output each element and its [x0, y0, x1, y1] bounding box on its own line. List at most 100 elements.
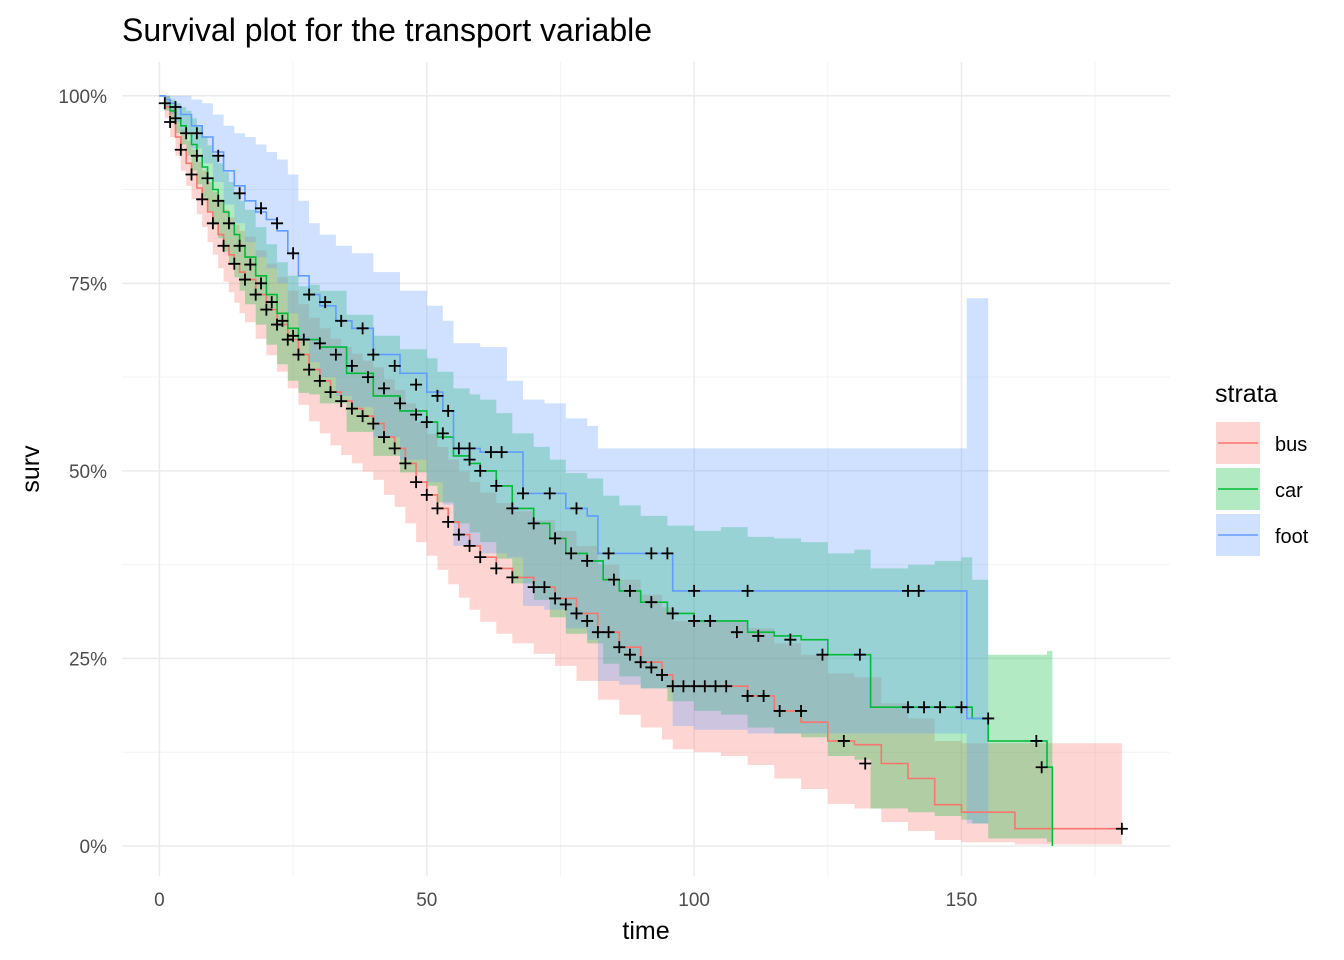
- censor-mark-bus: [490, 562, 503, 575]
- censor-mark-bus: [549, 592, 562, 605]
- censor-mark-car: [730, 626, 743, 639]
- x-axis-title: time: [622, 917, 669, 945]
- censor-mark-foot: [570, 502, 583, 515]
- censor-mark-bus: [859, 757, 872, 770]
- censor-mark-bus: [741, 689, 754, 702]
- censor-mark-bus: [773, 704, 786, 717]
- x-tick-label: 150: [946, 890, 978, 911]
- censor-mark-bus: [335, 395, 348, 408]
- censor-mark-car: [607, 573, 620, 586]
- censor-mark-bus: [217, 239, 230, 252]
- censor-mark-bus: [1115, 822, 1128, 835]
- censor-mark-bus: [570, 607, 583, 620]
- y-axis-title: surv: [17, 445, 45, 493]
- censor-mark-foot: [233, 187, 246, 200]
- censor-mark-car: [233, 239, 246, 252]
- censor-mark-bus: [431, 502, 444, 515]
- censor-mark-foot: [287, 247, 300, 260]
- censor-mark-bus: [463, 539, 476, 552]
- censor-mark-foot: [356, 322, 369, 335]
- confidence-bands: [159, 95, 1122, 847]
- censor-mark-foot: [410, 378, 423, 391]
- censor-mark-car: [180, 127, 193, 140]
- censor-mark-car: [902, 701, 914, 714]
- censor-mark-bus: [757, 689, 770, 702]
- censor-mark-bus: [474, 551, 487, 564]
- censor-mark-foot: [543, 487, 556, 500]
- legend: strata bus car foot: [1215, 380, 1309, 556]
- censor-mark-car: [436, 427, 449, 440]
- censor-mark-car: [255, 277, 268, 290]
- censor-mark-foot: [463, 442, 476, 455]
- censor-mark-car: [934, 701, 947, 714]
- censor-mark-bus: [688, 680, 701, 693]
- censor-mark-car: [1035, 761, 1048, 774]
- censor-mark-foot: [484, 446, 497, 459]
- censor-mark-foot: [388, 359, 401, 372]
- censor-mark-car: [244, 258, 257, 271]
- y-axis-ticks: 0% 25% 50% 75% 100%: [58, 87, 107, 858]
- censor-mark-car: [378, 382, 390, 395]
- censor-mark-bus: [185, 168, 198, 181]
- censor-mark-car: [276, 314, 289, 327]
- confidence-band-bus: [159, 95, 1122, 845]
- censor-mark-foot: [169, 101, 182, 114]
- censor-mark-foot: [517, 487, 530, 500]
- censor-mark-bus: [206, 217, 219, 230]
- censor-mark-car: [645, 596, 658, 609]
- censor-mark-bus: [581, 614, 594, 627]
- censor-mark-foot: [442, 404, 455, 417]
- censor-mark-car: [361, 371, 374, 384]
- censor-mark-bus: [367, 417, 380, 430]
- censor-mark-bus: [613, 641, 626, 654]
- censor-mark-car: [212, 194, 225, 207]
- y-tick-label: 75%: [69, 274, 107, 295]
- censor-mark-foot: [319, 296, 332, 309]
- censor-mark-car: [918, 701, 931, 714]
- censor-mark-foot: [431, 389, 444, 402]
- censor-mark-car: [158, 97, 171, 110]
- legend-label-foot: foot: [1275, 526, 1309, 548]
- legend-label-bus: bus: [1275, 434, 1307, 456]
- censor-mark-car: [474, 464, 487, 477]
- censor-mark-car: [452, 442, 465, 455]
- censor-mark-car: [527, 517, 540, 530]
- censor-mark-bus: [559, 598, 572, 611]
- y-tick-label: 100%: [58, 87, 107, 108]
- censor-mark-car: [506, 502, 519, 515]
- censor-mark-bus: [303, 363, 316, 376]
- censor-mark-car: [784, 633, 797, 646]
- censor-mark-bus: [410, 476, 423, 489]
- censor-mark-car: [581, 554, 594, 567]
- censor-mark-car: [222, 217, 235, 230]
- censor-mark-bus: [324, 386, 337, 399]
- censor-mark-car: [565, 547, 578, 560]
- censor-mark-car: [752, 629, 765, 642]
- censor-mark-car: [420, 416, 433, 429]
- grid: [122, 62, 1170, 876]
- censor-mark-car: [287, 329, 300, 342]
- censor-mark-car: [549, 532, 562, 545]
- x-tick-label: 100: [678, 890, 710, 911]
- censor-mark-foot: [335, 314, 348, 327]
- legend-title: strata: [1215, 380, 1278, 408]
- confidence-band-car: [159, 95, 1053, 847]
- censor-mark-bus: [378, 431, 390, 444]
- censor-mark-bus: [388, 442, 401, 455]
- censor-marks: [158, 97, 1128, 835]
- censor-mark-bus: [420, 488, 433, 501]
- censor-mark-bus: [677, 680, 690, 693]
- censor-mark-foot: [212, 149, 225, 162]
- chart-title: Survival plot for the transport variable: [122, 12, 652, 48]
- censor-mark-car: [490, 479, 503, 492]
- x-tick-label: 50: [416, 890, 437, 911]
- censor-mark-bus: [656, 668, 669, 681]
- censor-mark-bus: [249, 288, 262, 301]
- censor-mark-bus: [313, 374, 326, 387]
- censor-mark-car: [394, 397, 407, 410]
- censor-mark-bus: [623, 648, 636, 661]
- censor-mark-bus: [356, 410, 369, 423]
- censor-mark-bus: [527, 581, 540, 594]
- censor-mark-bus: [591, 626, 604, 639]
